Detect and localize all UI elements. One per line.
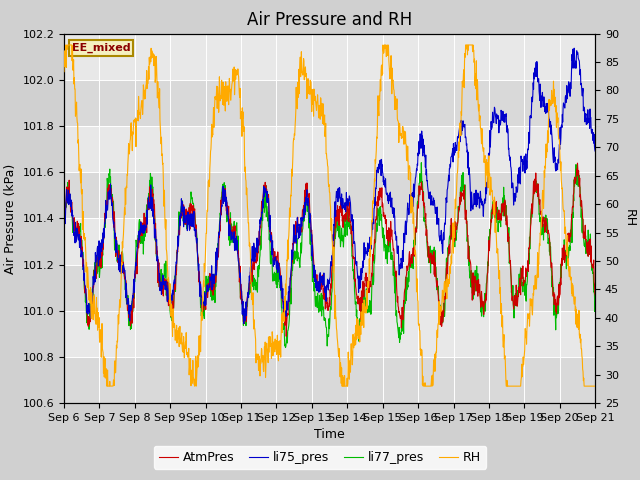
AtmPres [412,227,420,233]
li77_pres [417,160,425,166]
RH [529,300,537,306]
RH [103,383,111,389]
AtmPres [179,210,186,216]
li75_pres [412,169,420,175]
Bar [64,357,595,403]
Bar [64,80,595,126]
RH [239,105,246,111]
li77_pres [529,197,537,203]
AtmPres [60,232,68,238]
li77_pres [282,345,289,350]
Bar [64,264,595,311]
RH [482,158,490,164]
Line: li75_pres: li75_pres [64,48,595,324]
Line: RH: RH [64,45,595,386]
RH [591,383,599,389]
RH [413,289,420,295]
RH [60,69,68,74]
AtmPres [165,300,173,305]
Bar [64,172,595,218]
Y-axis label: Air Pressure (kPa): Air Pressure (kPa) [4,163,17,274]
AtmPres [573,160,581,166]
AtmPres [482,299,490,305]
AtmPres [591,292,599,298]
li77_pres [412,224,420,229]
li75_pres [165,286,173,292]
Y-axis label: RH: RH [623,209,636,228]
li75_pres [237,288,245,294]
AtmPres [282,334,290,339]
li75_pres [179,209,186,215]
li75_pres [529,99,536,105]
li75_pres [482,198,490,204]
RH [179,340,187,346]
li75_pres [240,321,248,326]
li75_pres [60,230,68,236]
RH [62,42,70,48]
Legend: AtmPres, li75_pres, li77_pres, RH: AtmPres, li75_pres, li77_pres, RH [154,446,486,469]
Text: EE_mixed: EE_mixed [72,43,131,53]
li77_pres [482,289,490,295]
Title: Air Pressure and RH: Air Pressure and RH [247,11,412,29]
Line: AtmPres: AtmPres [64,163,595,336]
li77_pres [165,297,173,303]
li75_pres [570,45,578,51]
li77_pres [60,210,68,216]
X-axis label: Time: Time [314,429,345,442]
RH [166,281,174,287]
AtmPres [237,288,245,294]
li77_pres [237,293,245,299]
AtmPres [529,211,536,216]
Line: li77_pres: li77_pres [64,163,595,348]
li75_pres [591,148,599,154]
li77_pres [591,300,599,305]
li77_pres [179,198,186,204]
